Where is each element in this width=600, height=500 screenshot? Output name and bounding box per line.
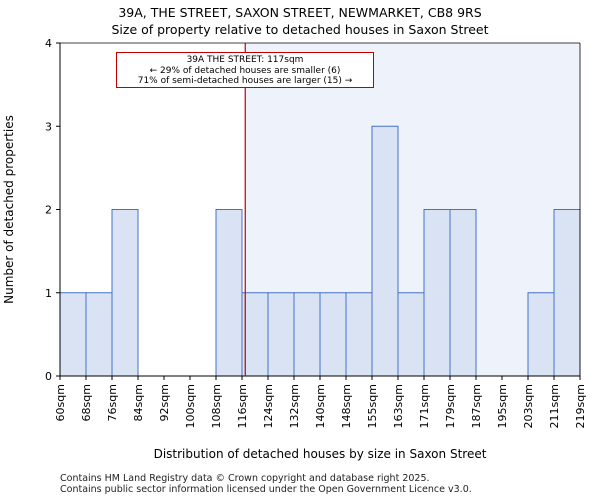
y-tick-label: 0 — [45, 370, 52, 383]
histogram-bar — [111, 209, 139, 377]
x-tick-label: 211sqm — [548, 384, 561, 428]
histogram-bar — [371, 125, 399, 377]
y-tick-label: 1 — [45, 287, 52, 300]
x-tick-label: 92sqm — [158, 384, 171, 421]
x-tick-label: 148sqm — [340, 384, 353, 428]
x-tick-label: 108sqm — [210, 384, 223, 428]
x-tick-label: 100sqm — [184, 384, 197, 428]
x-tick-label: 195sqm — [496, 384, 509, 428]
histogram-bar — [553, 209, 581, 377]
chart-subtitle: Size of property relative to detached ho… — [111, 22, 489, 37]
x-tick-label: 132sqm — [288, 384, 301, 428]
annotation-line-1: 39A THE STREET: 117sqm — [186, 55, 304, 65]
x-axis-title: Distribution of detached houses by size … — [154, 447, 487, 461]
property-annotation-box: 39A THE STREET: 117sqm ← 29% of detached… — [116, 52, 374, 88]
y-tick-label: 3 — [45, 120, 52, 133]
footer-copyright: Contains HM Land Registry data © Crown c… — [60, 473, 430, 484]
x-tick-label: 203sqm — [522, 384, 535, 428]
histogram-bar — [59, 292, 87, 377]
x-tick-label: 76sqm — [106, 384, 119, 421]
footer-licence: Contains public sector information licen… — [60, 484, 472, 495]
x-tick-label: 155sqm — [366, 384, 379, 428]
x-tick-label: 60sqm — [54, 384, 67, 421]
histogram-bar — [449, 209, 477, 377]
histogram-bar — [319, 292, 347, 377]
x-tick-label: 219sqm — [574, 384, 587, 428]
chart-title: 39A, THE STREET, SAXON STREET, NEWMARKET… — [118, 5, 482, 20]
x-tick-label: 171sqm — [418, 384, 431, 428]
histogram-bar — [527, 292, 555, 377]
histogram-bar — [397, 292, 425, 377]
histogram-bar — [241, 292, 269, 377]
x-tick-label: 179sqm — [444, 384, 457, 428]
histogram-bar — [423, 209, 451, 377]
x-tick-label: 124sqm — [262, 384, 275, 428]
y-tick-label: 4 — [45, 37, 52, 50]
annotation-line-3: 71% of semi-detached houses are larger (… — [137, 76, 353, 86]
histogram-bar — [85, 292, 113, 377]
x-tick-label: 140sqm — [314, 384, 327, 428]
x-tick-label: 68sqm — [80, 384, 93, 421]
histogram-bar — [215, 209, 243, 377]
y-axis-title: Number of detached properties — [2, 115, 16, 304]
x-tick-label: 187sqm — [470, 384, 483, 428]
x-tick-label: 116sqm — [236, 384, 249, 428]
y-tick-label: 2 — [45, 204, 52, 217]
annotation-line-2: ← 29% of detached houses are smaller (6) — [149, 65, 341, 76]
x-tick-label: 84sqm — [132, 384, 145, 421]
histogram-bar — [345, 292, 373, 377]
histogram-bar — [293, 292, 321, 377]
histogram-bar — [267, 292, 295, 377]
x-tick-label: 163sqm — [392, 384, 405, 428]
